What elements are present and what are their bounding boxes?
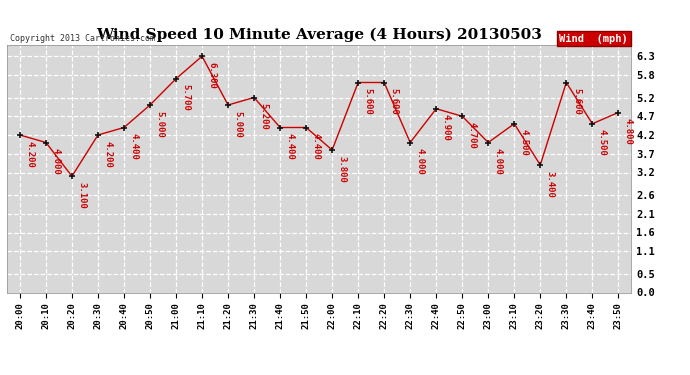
Text: 3.100: 3.100 [77, 182, 86, 209]
Text: 5.600: 5.600 [390, 88, 399, 115]
Text: 4.000: 4.000 [494, 148, 503, 175]
Title: Wind Speed 10 Minute Average (4 Hours) 20130503: Wind Speed 10 Minute Average (4 Hours) 2… [96, 28, 542, 42]
Text: 4.900: 4.900 [442, 114, 451, 141]
Text: 4.400: 4.400 [312, 133, 321, 160]
Text: 5.200: 5.200 [259, 103, 268, 130]
Text: 4.000: 4.000 [52, 148, 61, 175]
Text: 4.800: 4.800 [624, 118, 633, 145]
Text: 4.200: 4.200 [104, 141, 112, 167]
Text: 4.400: 4.400 [130, 133, 139, 160]
Text: 5.600: 5.600 [364, 88, 373, 115]
Text: Copyright 2013 Cartronics.com: Copyright 2013 Cartronics.com [10, 34, 155, 43]
Text: 4.000: 4.000 [416, 148, 425, 175]
Text: 4.500: 4.500 [598, 129, 607, 156]
Text: 4.700: 4.700 [468, 122, 477, 148]
Text: Wind  (mph): Wind (mph) [560, 34, 628, 44]
Text: 5.000: 5.000 [155, 111, 164, 137]
Text: 6.300: 6.300 [208, 62, 217, 88]
Text: 3.800: 3.800 [337, 156, 346, 182]
Text: 5.600: 5.600 [572, 88, 581, 115]
Text: 4.500: 4.500 [520, 129, 529, 156]
Text: 3.400: 3.400 [546, 171, 555, 197]
Text: 5.000: 5.000 [234, 111, 243, 137]
Text: 4.400: 4.400 [286, 133, 295, 160]
Text: 5.700: 5.700 [181, 84, 190, 111]
Text: 4.200: 4.200 [26, 141, 34, 167]
